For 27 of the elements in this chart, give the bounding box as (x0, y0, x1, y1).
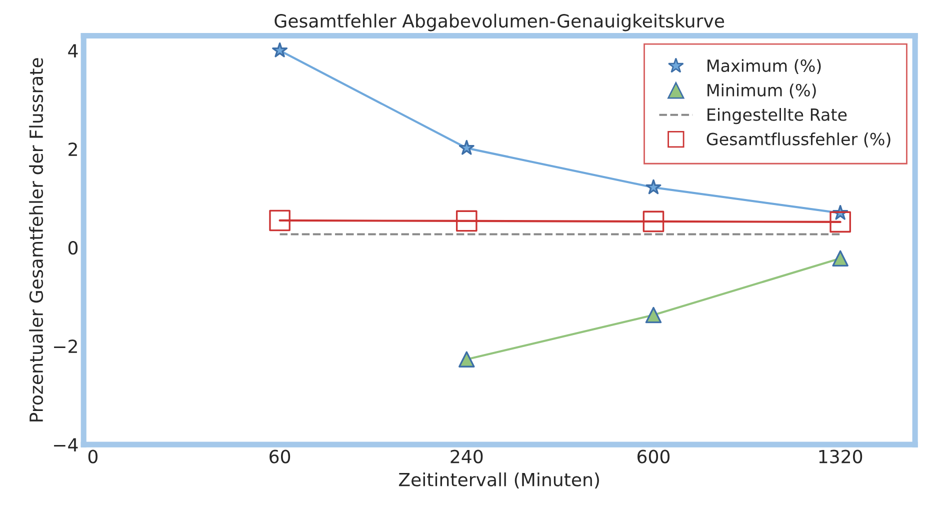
point (646, 179, 662, 194)
point (642, 210, 664, 232)
x-tick-label: 0 (88, 450, 98, 464)
y-tick-label: 4 (68, 44, 78, 58)
point (458, 140, 474, 155)
point (645, 306, 662, 324)
y-tick-label: −2 (54, 340, 77, 353)
y-tick-label: −4 (54, 438, 78, 452)
x-axis-title: Zeitintervall (Minuten) (398, 472, 599, 489)
y-axis-title: Prozentualer Gesamtfehler der Flussrate (29, 58, 44, 422)
x-tick-label: 60 (270, 450, 290, 464)
legend-label: Minimum (%) (708, 84, 816, 98)
point (832, 250, 848, 267)
y-tick-label: 2 (68, 142, 77, 156)
x-tick-label: 600 (638, 450, 670, 464)
point (272, 42, 288, 58)
point (456, 210, 478, 232)
x-tick-label: 1320 (819, 450, 862, 464)
point (458, 351, 475, 368)
legend-label: Gesamtflussfehler (%) (706, 132, 890, 148)
y-tick-label: 0 (68, 241, 78, 255)
point (269, 210, 290, 232)
chart-title: Gesamtfehler Abgabevolumen-Genauigkeitskurve (274, 14, 724, 32)
x-tick-label: 240 (450, 450, 483, 464)
legend-label: Maximum (%) (708, 59, 821, 74)
legend-label: Eingestellte Rate (708, 108, 847, 124)
point (830, 211, 851, 233)
